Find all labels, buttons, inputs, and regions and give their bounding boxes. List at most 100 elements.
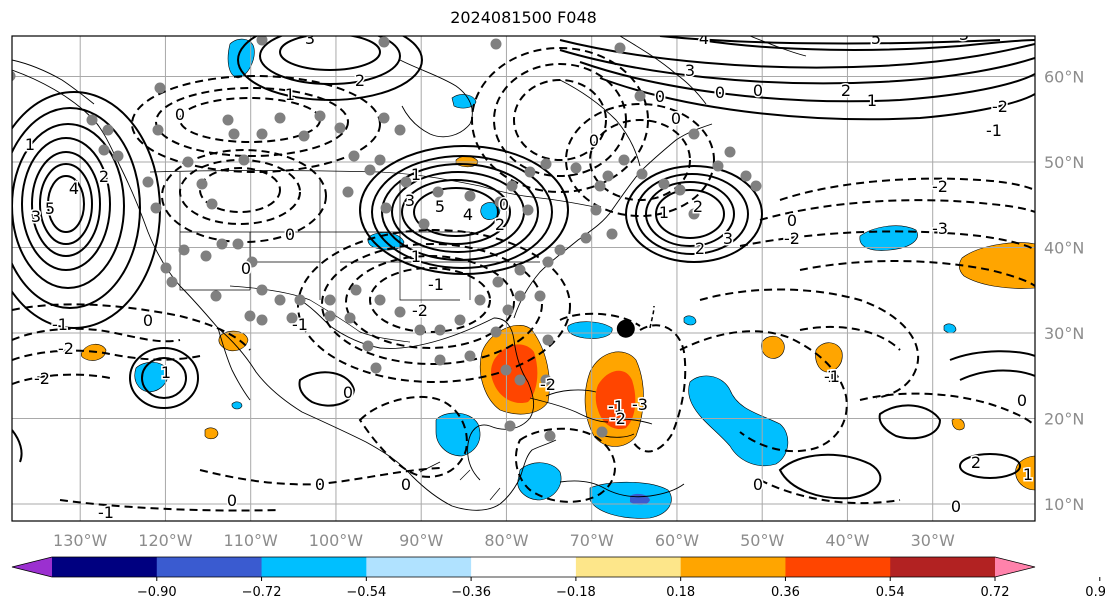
contour-low-labrador xyxy=(493,63,627,177)
contour-value-label: 0 xyxy=(1017,391,1027,410)
coast-alaska xyxy=(12,59,95,105)
station-dot xyxy=(324,310,336,322)
contour-value-label: 3 xyxy=(305,29,315,48)
station-dot xyxy=(554,244,566,256)
longitude-label: 130°W xyxy=(53,531,108,550)
shade-orange xyxy=(815,342,843,373)
shaded-anomaly-layer xyxy=(80,38,1035,519)
contour-value-label: 0 xyxy=(241,259,251,278)
contour-dashed-caribbean xyxy=(559,312,641,327)
station-dot xyxy=(494,196,506,208)
station-dot xyxy=(342,186,354,198)
colorbar-segment xyxy=(575,557,682,577)
contour-value-label: -2 xyxy=(540,375,556,394)
contour-high-pacific xyxy=(47,175,85,233)
latitude-label: 30°N xyxy=(1044,324,1084,343)
colorbar-tick-label: −0.18 xyxy=(556,585,596,600)
contour-dashed-south xyxy=(199,467,441,486)
station-dot xyxy=(294,294,306,306)
colorbar-tick-label: 0.72 xyxy=(981,585,1010,600)
latitude-labels: 10°N 20°N 30°N 40°N 50°N 60°N xyxy=(1044,68,1084,515)
contour-value-label: 4 xyxy=(699,29,709,48)
station-dot xyxy=(614,42,626,54)
station-dot xyxy=(334,122,346,134)
contour-dashed-central-atlantic xyxy=(679,330,848,453)
contour-value-label: -2 xyxy=(784,229,800,248)
shade-orange xyxy=(218,330,249,352)
station-dot xyxy=(514,290,526,302)
coast-baja xyxy=(217,327,251,401)
station-dot xyxy=(434,324,446,336)
station-dot xyxy=(540,374,552,386)
station-dot xyxy=(238,154,250,166)
contour-high-midwest xyxy=(359,145,569,275)
colorbar: −0.90 −0.72 −0.54 −0.36 −0.18 0.18 0.36 0.54 0.7… xyxy=(11,556,1105,600)
contour-low-labrador xyxy=(513,79,607,161)
contour-dashed-caribbean xyxy=(358,396,468,478)
station-dot xyxy=(244,310,256,322)
station-dot xyxy=(394,124,406,136)
contour-value-label: 1 xyxy=(25,135,35,154)
contour-high-midwest xyxy=(401,179,511,245)
latitude-label: 10°N xyxy=(1044,495,1084,514)
station-dot xyxy=(434,354,446,366)
contour-high-midwest xyxy=(413,187,499,237)
contour-value-label: 0 xyxy=(671,109,681,128)
contour-high-north xyxy=(279,36,381,71)
station-dot xyxy=(658,178,670,190)
station-dot xyxy=(228,128,240,140)
coast-caribbean xyxy=(545,389,685,498)
latitude-label: 50°N xyxy=(1044,153,1084,172)
contour-southeast xyxy=(959,453,1021,479)
station-dot xyxy=(344,312,356,324)
contour-value-label: 2 xyxy=(971,453,981,472)
station-dots xyxy=(12,36,762,442)
longitude-labels: 130°W 120°W 110°W 100°W 90°W 80°W 70°W 60°W 50°W… xyxy=(53,531,955,550)
station-dot xyxy=(712,160,724,172)
station-dot xyxy=(596,426,608,438)
station-dot xyxy=(570,162,582,174)
station-dot xyxy=(324,294,336,306)
coast-east-north-america xyxy=(513,123,713,319)
colorbar-segment xyxy=(785,557,891,577)
station-dot xyxy=(724,146,736,158)
station-dot xyxy=(210,290,222,302)
longitude-label: 90°W xyxy=(399,531,443,550)
contour-value-label: 1 xyxy=(827,367,837,386)
shade-blue xyxy=(517,462,562,501)
station-dot xyxy=(514,374,526,386)
colorbar-tick-label: −0.72 xyxy=(242,585,282,600)
colorbar-extend-high xyxy=(995,557,1035,577)
station-dot xyxy=(362,340,374,352)
contour-value-label: 0 xyxy=(499,195,509,214)
station-dot xyxy=(540,158,552,170)
contour-value-label: 3 xyxy=(31,207,41,226)
longitude-label: 40°W xyxy=(825,531,869,550)
contour-high-midwest xyxy=(371,155,553,269)
contour-value-label: 0 xyxy=(401,475,411,494)
colorbar-segment xyxy=(890,557,996,577)
map-area xyxy=(12,36,1035,521)
contour-value-label: 0 xyxy=(787,211,797,230)
station-dot xyxy=(490,326,502,338)
shade-blue xyxy=(480,202,501,220)
colorbar-segment xyxy=(471,557,577,577)
contour-value-label: 1 xyxy=(411,247,421,266)
station-dot xyxy=(524,166,536,178)
contour-value-label: 1 xyxy=(285,85,295,104)
station-dot xyxy=(112,150,124,162)
colorbar-tick-label: 0.54 xyxy=(876,585,905,600)
station-dot xyxy=(380,202,392,214)
contour-band-atlantic xyxy=(759,199,1035,221)
station-dot xyxy=(256,284,268,296)
contour-value-label: 2 xyxy=(355,71,365,90)
colorbar-tick-label: 0.18 xyxy=(666,585,695,600)
contour-high-gulf xyxy=(141,357,187,399)
contour-value-label: -2 xyxy=(412,301,428,320)
station-dot xyxy=(374,154,386,166)
station-dot xyxy=(750,180,762,192)
station-dot xyxy=(504,420,516,432)
station-dot xyxy=(12,70,16,82)
contour-band-atlantic xyxy=(799,260,1035,287)
station-dot xyxy=(492,276,504,288)
